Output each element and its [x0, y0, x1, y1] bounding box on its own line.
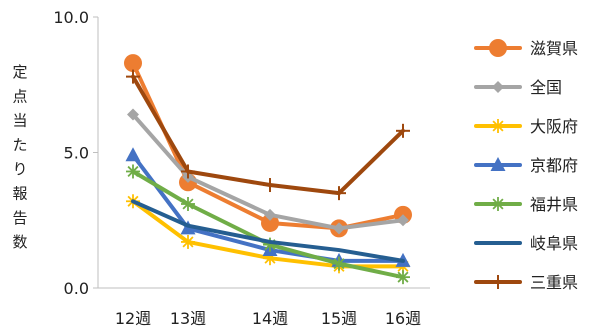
data-point	[397, 214, 409, 227]
series-6	[131, 199, 405, 263]
legend-marker	[490, 157, 506, 171]
data-point	[332, 256, 346, 271]
series-1	[124, 54, 412, 238]
x-tick-label: 13週	[170, 309, 206, 328]
x-tick-label: 12週	[115, 309, 151, 328]
legend-item: 京都府	[474, 156, 578, 175]
legend-marker	[492, 81, 504, 93]
series-line	[131, 199, 405, 263]
legend-label: 三重県	[530, 273, 578, 292]
y-tick-label: 5.0	[64, 144, 89, 163]
data-point	[181, 234, 195, 249]
data-point	[125, 147, 141, 162]
legend-item: 岐阜県	[474, 234, 578, 253]
data-point	[181, 164, 195, 179]
series-line	[131, 74, 405, 196]
legend-marker	[491, 275, 505, 289]
data-point	[263, 178, 277, 193]
series-2	[127, 108, 409, 235]
legend-item: 三重県	[474, 273, 578, 292]
data-point	[261, 213, 279, 232]
x-tick-label: 16週	[385, 309, 421, 328]
x-tick-label: 15週	[321, 309, 357, 328]
data-point	[126, 69, 140, 84]
legend-marker	[489, 39, 507, 57]
data-point	[127, 108, 139, 121]
legend-marker	[491, 119, 505, 133]
legend-item: 全国	[474, 78, 562, 97]
data-point	[396, 123, 410, 138]
legend-label: 大阪府	[530, 117, 578, 136]
data-point	[332, 186, 346, 201]
data-point	[396, 270, 410, 285]
data-point	[181, 196, 195, 211]
data-point	[333, 222, 345, 235]
x-tick-label: 14週	[252, 309, 288, 328]
series-7	[126, 69, 410, 201]
data-point	[124, 54, 142, 73]
legend-item: 大阪府	[474, 117, 578, 136]
legend-label: 福井県	[530, 195, 578, 214]
y-axis-title: 定点当たり報告数	[12, 63, 27, 251]
legend-item: 福井県	[474, 195, 578, 214]
legend-label: 京都府	[530, 156, 578, 175]
data-point	[264, 208, 276, 221]
legend-item: 滋賀県	[474, 39, 578, 58]
legend-label: 岐阜県	[530, 234, 578, 253]
y-tick-label: 10.0	[53, 8, 89, 27]
y-tick-label: 0.0	[64, 279, 89, 298]
data-point	[126, 164, 140, 179]
legend-label: 全国	[530, 78, 562, 97]
legend-marker	[491, 197, 505, 211]
legend-label: 滋賀県	[530, 39, 578, 58]
